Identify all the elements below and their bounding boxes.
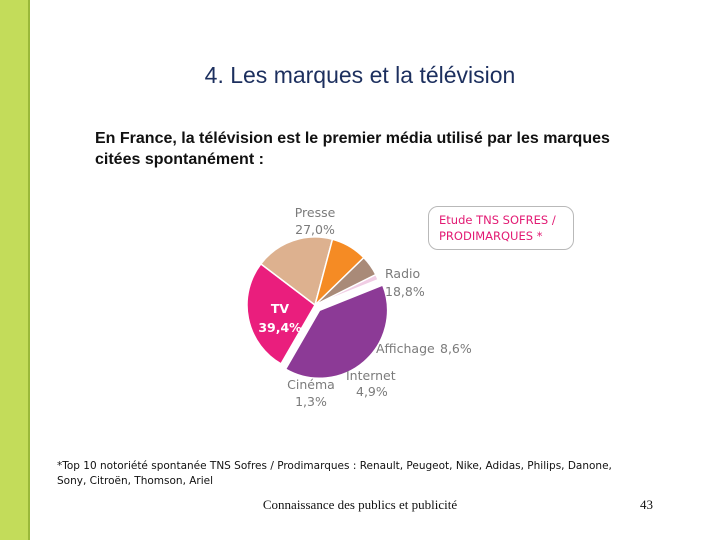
label-internet-name: Internet bbox=[346, 368, 396, 383]
pie-slice-tv bbox=[284, 284, 389, 380]
label-cinema-name: Cinéma bbox=[287, 377, 335, 392]
pie-slice-presse bbox=[246, 262, 316, 365]
footnote: *Top 10 notoriété spontanée TNS Sofres /… bbox=[57, 460, 612, 487]
source-line-1: Etude TNS SOFRES / bbox=[439, 213, 556, 227]
intro-text: En France, la télévision est le premier … bbox=[95, 130, 610, 168]
label-internet-value: 4,9% bbox=[356, 384, 388, 399]
label-radio-name: Radio bbox=[385, 266, 420, 281]
label-presse-value: 27,0% bbox=[295, 222, 335, 237]
label-affichage-name: Affichage bbox=[376, 341, 435, 356]
pie-slice-radio bbox=[259, 236, 334, 307]
slice-labels: Presse 27,0% Radio 18,8% Affichage 8,6% … bbox=[258, 205, 472, 409]
media-pie-chart: Presse 27,0% Radio 18,8% Affichage 8,6% … bbox=[246, 205, 472, 409]
label-cinema-value: 1,3% bbox=[295, 394, 327, 409]
footer-text: Connaissance des publics et publicité bbox=[262, 497, 458, 512]
label-radio-value: 18,8% bbox=[385, 284, 425, 299]
label-tv-value: 39,4% bbox=[258, 320, 302, 335]
page-number: 43 bbox=[640, 497, 653, 512]
pie-slice-cinema bbox=[314, 273, 380, 306]
source-line-2: PRODIMARQUES * bbox=[439, 229, 543, 243]
label-presse-name: Presse bbox=[295, 205, 336, 220]
left-accent-bar bbox=[0, 0, 30, 540]
label-affichage-value: 8,6% bbox=[440, 341, 472, 356]
slide-title: 4. Les marques et la télévision bbox=[204, 62, 516, 88]
source-box: Etude TNS SOFRES / PRODIMARQUES * bbox=[428, 206, 574, 250]
label-tv-name: TV bbox=[271, 301, 290, 316]
